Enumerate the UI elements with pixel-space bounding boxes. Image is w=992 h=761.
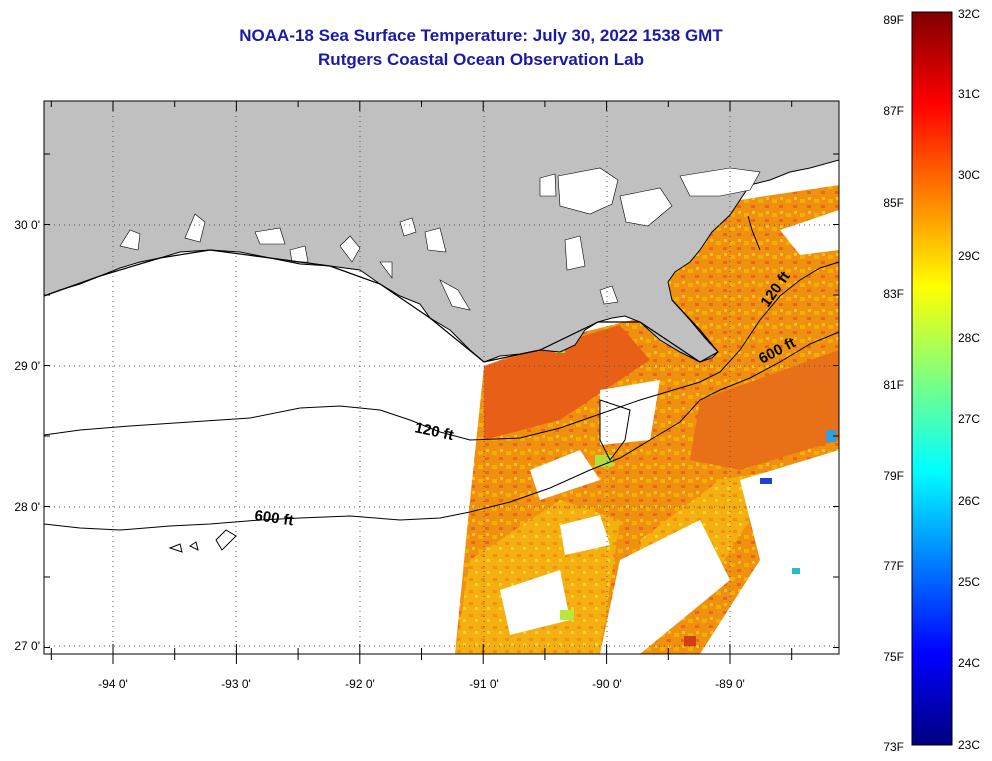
lon-label: -91 0' [469,677,499,691]
lat-label: 29 0' [14,359,40,373]
axis-ticks [44,101,839,664]
lat-label: 28 0' [14,500,40,514]
depth-contours [43,215,840,553]
contour-120ft [43,261,840,441]
map-subtitle: Rutgers Coastal Ocean Observation Lab [318,50,644,69]
lon-label: -93 0' [221,677,251,691]
coastline [43,249,719,363]
lon-label: -92 0' [345,677,375,691]
lon-label: -89 0' [715,677,745,691]
lat-lon-grid [44,101,839,654]
lon-label: -94 0' [98,677,128,691]
map-frame [43,100,840,655]
lat-label: 27 0' [14,639,40,653]
lat-label: 30 0' [14,218,40,232]
inland-water [119,167,761,311]
contour-label-600ft-west: 600 ft [253,507,294,529]
latitude-labels: 30 0' 29 0' 28 0' 27 0' [14,218,40,653]
longitude-labels: -94 0' -93 0' -92 0' -91 0' -90 0' -89 0… [98,677,745,691]
map-title: NOAA-18 Sea Surface Temperature: July 30… [239,26,723,45]
contour-600ft [43,331,840,531]
lon-label: -90 0' [592,677,622,691]
